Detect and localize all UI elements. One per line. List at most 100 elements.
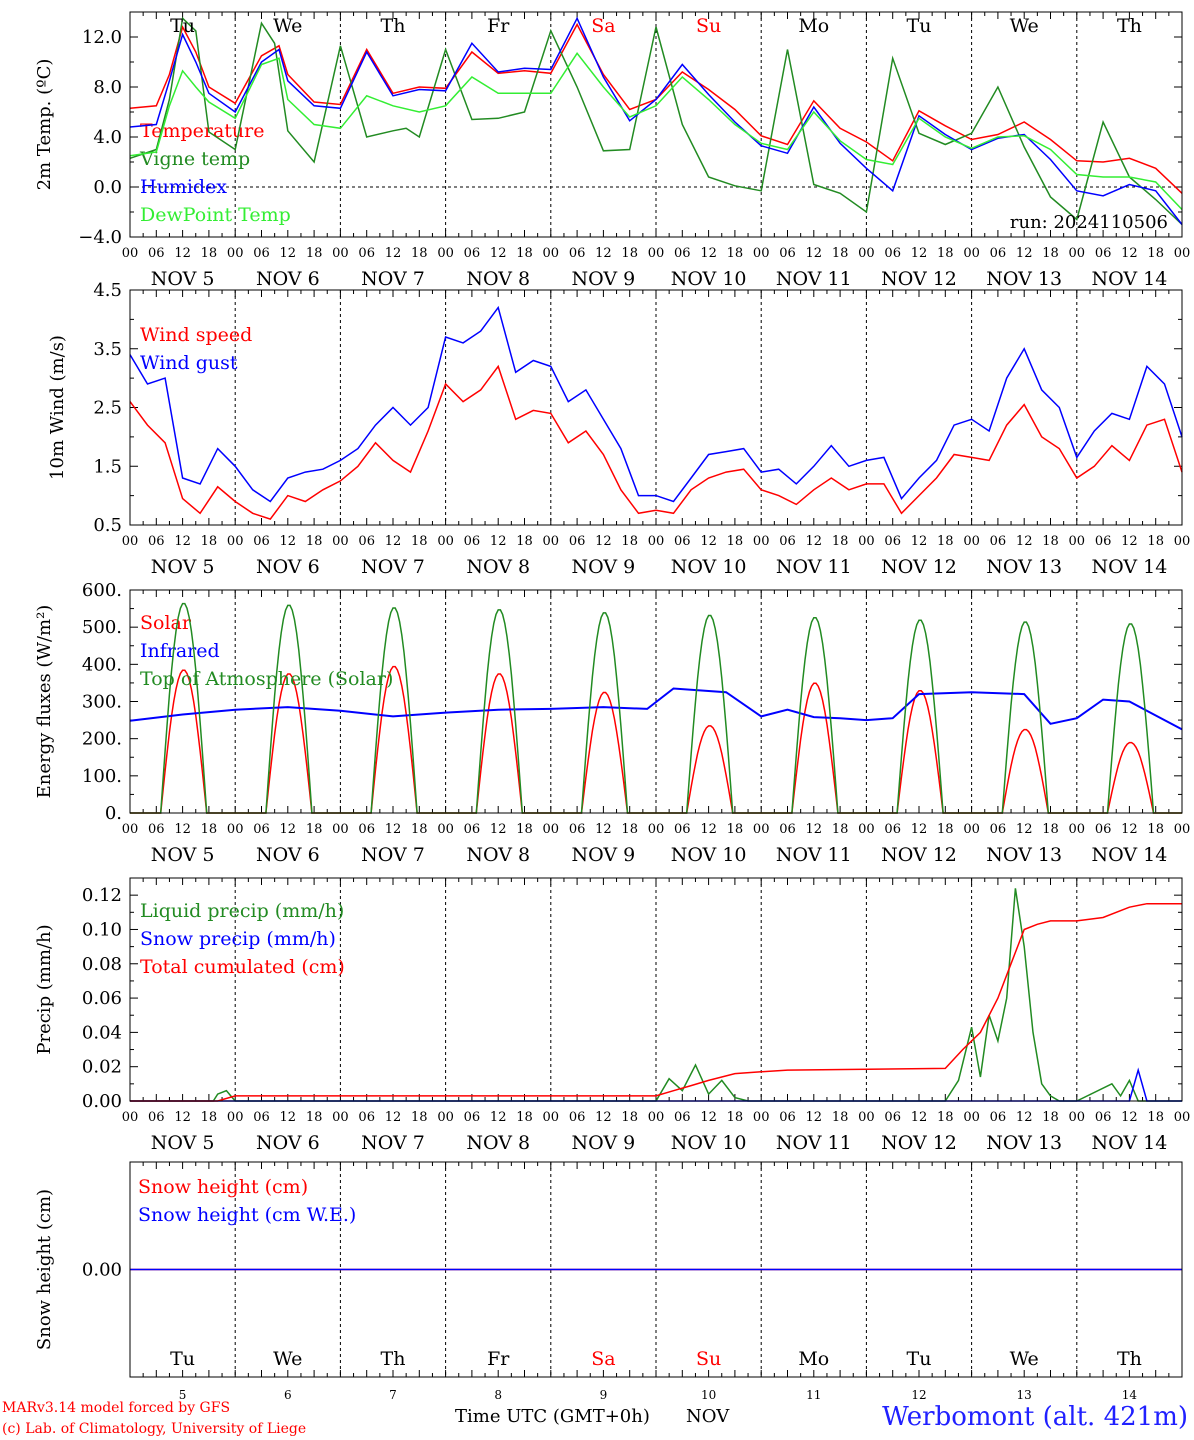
- day-number-label: 12: [911, 1388, 926, 1402]
- hour-tick-label: 00: [543, 822, 560, 837]
- date-label: NOV 14: [1091, 556, 1167, 578]
- hour-tick-label: 12: [700, 1110, 717, 1125]
- hour-tick-label: 18: [306, 534, 323, 549]
- y-tick-label: 0.04: [82, 1022, 122, 1043]
- y-tick-label: 0.00: [82, 1260, 122, 1281]
- hour-tick-label: 06: [884, 246, 901, 261]
- date-label: NOV 9: [572, 844, 636, 866]
- hour-tick-label: 12: [490, 1110, 507, 1125]
- y-axis-label: Energy fluxes (W/m²): [34, 605, 55, 799]
- hour-tick-label: 18: [937, 246, 954, 261]
- panel-frame: [129, 289, 1183, 526]
- hour-tick-label: 00: [122, 246, 139, 261]
- legend-entry: DewPoint Temp: [140, 204, 291, 226]
- hour-tick-label: 00: [543, 534, 560, 549]
- hour-tick-label: 00: [648, 534, 665, 549]
- hour-tick-label: 00: [543, 1110, 560, 1125]
- hour-tick-label: 18: [201, 822, 218, 837]
- hour-tick-label: 00: [963, 822, 980, 837]
- hour-tick-label: 12: [280, 246, 297, 261]
- time-axis-label: Time UTC (GMT+0h): [455, 1406, 650, 1427]
- series-line-humidex: [129, 16, 1183, 225]
- hour-tick-label: 12: [1016, 246, 1033, 261]
- hour-tick-label: 06: [464, 1110, 481, 1125]
- hour-tick-label: 12: [806, 1110, 823, 1125]
- y-tick-label: 0.06: [82, 988, 122, 1009]
- date-label: NOV 9: [572, 268, 636, 290]
- weekday-label: Fr: [487, 15, 510, 37]
- hour-tick-label: 12: [700, 246, 717, 261]
- hour-tick-label: 12: [385, 534, 402, 549]
- hour-tick-label: 06: [358, 246, 375, 261]
- y-axis-label: 2m Temp. (ºC): [34, 59, 55, 191]
- weekday-label: Mo: [798, 1348, 829, 1370]
- date-label: NOV 13: [986, 556, 1062, 578]
- hour-tick-label: 00: [122, 534, 139, 549]
- hour-tick-label: 06: [464, 246, 481, 261]
- hour-tick-label: 18: [621, 822, 638, 837]
- hour-tick-label: 06: [884, 1110, 901, 1125]
- y-tick-label: 0.0: [93, 177, 122, 198]
- series-line-wind-gust: [129, 305, 1183, 503]
- legend-entry: Snow precip (mm/h): [140, 928, 336, 950]
- hour-tick-label: 12: [385, 246, 402, 261]
- date-label: NOV 11: [776, 556, 852, 578]
- hour-tick-label: 18: [1042, 534, 1059, 549]
- hour-tick-label: 00: [963, 1110, 980, 1125]
- model-credit: MARv3.14 model forced by GFS: [2, 1400, 231, 1416]
- legend-entry: Total cumulated (cm): [140, 956, 345, 978]
- y-tick-label: 200.: [82, 729, 122, 750]
- series-line-top-of-atmosphere-solar: [130, 602, 1182, 814]
- hour-tick-label: 00: [1174, 534, 1191, 549]
- y-tick-label: 100.: [82, 766, 122, 787]
- hour-tick-label: 06: [990, 534, 1007, 549]
- series-line-vigne-temp: [129, 16, 1183, 226]
- hour-tick-label: 12: [280, 534, 297, 549]
- hour-tick-label: 06: [148, 534, 165, 549]
- month-label: NOV: [686, 1406, 730, 1427]
- hour-tick-label: 18: [411, 822, 428, 837]
- hour-tick-label: 06: [253, 246, 270, 261]
- hour-tick-label: 18: [1147, 534, 1164, 549]
- date-label: NOV 9: [572, 1132, 636, 1154]
- hour-tick-label: 18: [1042, 1110, 1059, 1125]
- date-label: NOV 10: [671, 1132, 747, 1154]
- hour-tick-label: 00: [648, 246, 665, 261]
- weekday-label: Su: [696, 1348, 721, 1370]
- hour-tick-label: 12: [1016, 822, 1033, 837]
- y-tick-label: 600.: [82, 580, 122, 601]
- series-line-total-cumulated-cm: [130, 902, 1182, 1102]
- weekday-label: Sa: [591, 15, 615, 37]
- hour-tick-label: 12: [595, 534, 612, 549]
- hour-tick-label: 06: [990, 822, 1007, 837]
- hour-tick-label: 06: [1095, 534, 1112, 549]
- hour-tick-label: 12: [385, 1110, 402, 1125]
- hour-tick-label: 18: [516, 1110, 533, 1125]
- panel-5: 0.00 Snow height (cm) Snow height (cm) Snow…: [34, 1161, 1183, 1402]
- hour-tick-label: 06: [779, 1110, 796, 1125]
- weekday-label: We: [273, 1348, 302, 1370]
- hour-tick-label: 06: [569, 246, 586, 261]
- hour-tick-label: 06: [1095, 822, 1112, 837]
- hour-tick-label: 06: [1095, 246, 1112, 261]
- y-tick-label: 3.5: [93, 339, 122, 360]
- day-number-label: 14: [1122, 1388, 1138, 1402]
- y-tick-label: 0.02: [82, 1057, 122, 1078]
- hour-tick-label: 00: [753, 1110, 770, 1125]
- hour-tick-label: 00: [963, 534, 980, 549]
- hour-tick-label: 00: [332, 246, 349, 261]
- panel-1: 12.0 8.0 4.0 0.0 −4.0 2m Temp. (ºC) Temperatur…: [34, 11, 1190, 290]
- hour-tick-label: 00: [227, 1110, 244, 1125]
- hour-tick-label: 00: [1174, 1110, 1191, 1125]
- hour-tick-label: 18: [306, 822, 323, 837]
- hour-tick-label: 00: [227, 822, 244, 837]
- hour-tick-label: 06: [569, 534, 586, 549]
- date-label: NOV 10: [671, 268, 747, 290]
- hour-tick-label: 18: [1042, 822, 1059, 837]
- hour-tick-label: 00: [122, 1110, 139, 1125]
- hour-tick-label: 00: [332, 534, 349, 549]
- hour-tick-label: 12: [1016, 1110, 1033, 1125]
- weekday-label: Th: [1117, 1348, 1142, 1370]
- hour-tick-label: 00: [122, 822, 139, 837]
- date-label: NOV 14: [1091, 844, 1167, 866]
